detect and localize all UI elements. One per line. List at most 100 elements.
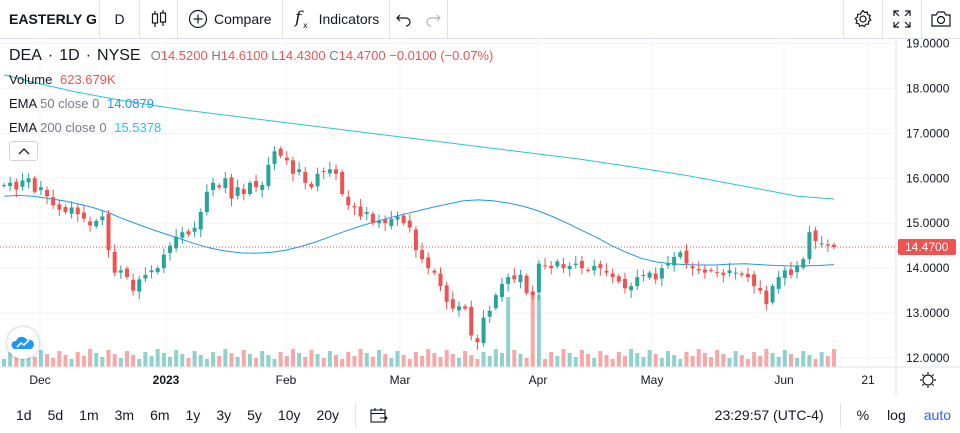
candle-body	[143, 274, 148, 279]
percent-toggle[interactable]: %	[856, 406, 870, 423]
range-1d[interactable]: 1d	[16, 406, 32, 423]
chart-style-button[interactable]	[140, 0, 178, 38]
symbol-search-button[interactable]: EASTERLY G	[0, 0, 100, 38]
undo-icon	[396, 14, 411, 27]
time-axis: Dec 2023 Feb Mar Apr May Jun 21	[29, 373, 875, 387]
legend-change: −0.0100 (−0.07%)	[389, 48, 494, 63]
candle-body	[8, 182, 13, 186]
candle-body	[647, 272, 652, 278]
log-toggle[interactable]: log	[887, 406, 906, 423]
tradingview-logo[interactable]	[7, 327, 39, 359]
volume-bar	[782, 350, 787, 367]
volume-bar	[795, 358, 800, 367]
time-tick-label: May	[641, 373, 664, 387]
price-tick-label: 15.0000	[906, 216, 950, 230]
candle-body	[745, 273, 750, 278]
sun-gear-rays	[920, 372, 936, 388]
volume-bar	[610, 359, 615, 367]
volume-bar	[598, 351, 603, 367]
time-axis-settings-button[interactable]	[920, 372, 936, 388]
volume-bar	[340, 359, 345, 367]
volume-bar	[413, 352, 418, 367]
candle-body	[327, 169, 332, 174]
volume-bar	[764, 349, 769, 367]
candle-body	[641, 274, 646, 276]
legend-dot: ·	[85, 47, 92, 64]
candle-body	[389, 218, 394, 226]
fullscreen-button[interactable]	[882, 0, 921, 38]
candle-body	[235, 187, 240, 196]
chart-grid	[0, 39, 896, 367]
volume-bar	[198, 355, 203, 367]
candle-body	[666, 263, 670, 266]
range-1m[interactable]: 1m	[79, 406, 99, 423]
candle-body	[561, 264, 566, 269]
candle-body	[346, 196, 351, 206]
range-1y[interactable]: 1y	[185, 406, 201, 423]
volume-bar	[592, 358, 597, 367]
sun-gear-icon	[922, 374, 934, 386]
price-chart[interactable]: 19.0000 18.0000 17.0000 16.0000 15.0000 14.00…	[0, 39, 960, 396]
candle-body	[536, 263, 541, 293]
price-tick-label: 17.0000	[906, 126, 950, 140]
range-3y[interactable]: 3y	[216, 406, 232, 423]
range-3m[interactable]: 3m	[114, 406, 135, 423]
indicator-ema50[interactable]: EMA 50 close 0 14.0879	[9, 96, 154, 111]
indicators-label: Indicators	[318, 11, 380, 27]
volume-bar	[512, 350, 517, 367]
candle-body	[518, 274, 523, 283]
volume-bar	[770, 353, 775, 367]
range-10y[interactable]: 10y	[277, 406, 301, 423]
time-tick-label: 21	[861, 373, 875, 387]
volume-bar	[573, 357, 578, 367]
volume-bar	[776, 357, 781, 367]
candle-body	[530, 291, 535, 296]
candle-body	[487, 310, 492, 317]
indicator-volume[interactable]: Volume 623.679K	[9, 72, 116, 87]
candle-body	[770, 286, 775, 303]
volume-bar	[690, 356, 695, 367]
range-6m[interactable]: 6m	[150, 406, 170, 423]
gear-icon	[854, 9, 872, 28]
screenshot-button[interactable]	[921, 0, 960, 38]
undo-button[interactable]	[390, 0, 418, 38]
indicator-ema200[interactable]: EMA 200 close 0 15.5378	[9, 120, 162, 135]
candle-body	[727, 270, 732, 274]
volume-bar	[524, 358, 529, 367]
candle-body	[579, 260, 584, 269]
legend-ticker[interactable]: DEA	[9, 47, 42, 64]
volume-bar	[807, 355, 812, 367]
range-5y[interactable]: 5y	[247, 406, 262, 423]
compare-button[interactable]: Compare	[178, 0, 283, 38]
volume-bar	[174, 350, 179, 367]
candle-body	[131, 279, 136, 291]
volume-bar	[702, 353, 707, 367]
settings-button[interactable]	[843, 0, 882, 38]
timezone-clock[interactable]: 23:29:57 (UTC-4)	[699, 402, 841, 427]
range-5d[interactable]: 5d	[47, 406, 64, 423]
volume-bar	[254, 358, 259, 367]
redo-button[interactable]	[418, 0, 449, 38]
candle-body	[272, 151, 277, 164]
volume-bar	[204, 359, 209, 367]
candle-body	[475, 338, 480, 343]
bottom-toolbar: 1d 5d 1m 3m 6m 1y 3y 5y 10y 20y 23:29:57…	[0, 396, 960, 433]
ema200-line	[3, 74, 835, 200]
goto-date-button[interactable]	[356, 396, 396, 433]
volume-bar	[832, 349, 836, 367]
candle-body	[14, 181, 19, 190]
auto-toggle[interactable]: auto	[923, 406, 951, 423]
volume-bar	[112, 354, 117, 367]
interval-button[interactable]: D	[100, 0, 140, 38]
candle-body	[88, 221, 93, 226]
legend-collapse-button[interactable]	[9, 141, 38, 161]
candle-body	[764, 290, 769, 305]
range-20y[interactable]: 20y	[316, 406, 340, 423]
candle-body	[297, 169, 302, 172]
candle-body	[739, 273, 744, 275]
candle-body	[377, 220, 382, 224]
candle-body	[469, 306, 474, 336]
volume-bar	[801, 351, 806, 367]
candle-body	[26, 178, 31, 183]
